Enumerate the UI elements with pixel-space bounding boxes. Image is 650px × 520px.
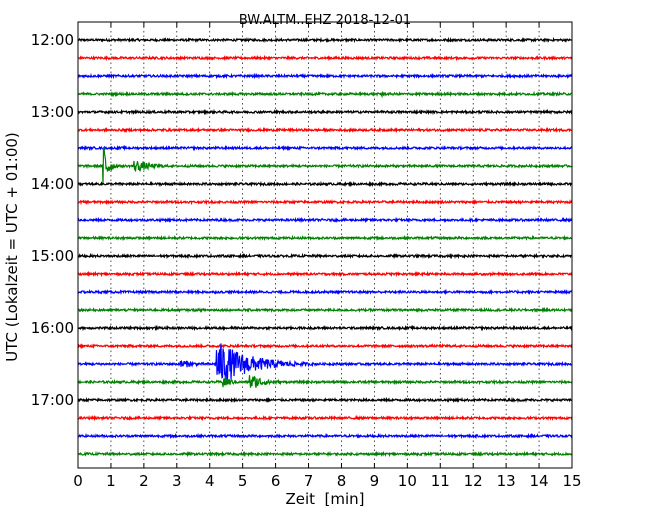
trace-line	[77, 126, 573, 134]
x-tick-label: 3	[172, 472, 182, 490]
trace-line	[77, 146, 573, 185]
trace-line	[77, 396, 573, 404]
x-tick-label: 12	[464, 472, 483, 490]
x-tick-label: 13	[497, 472, 516, 490]
trace-line	[78, 306, 573, 314]
plot-frame	[77, 21, 573, 469]
trace-line	[77, 252, 573, 260]
trace-line	[77, 72, 573, 80]
trace-group	[77, 36, 573, 458]
chart-title: BW.ALTM..EHZ 2018-12-01	[239, 13, 411, 28]
trace-line	[77, 414, 573, 422]
trace-line	[77, 288, 573, 296]
x-tick-label: 15	[562, 472, 581, 490]
y-tick-label: 12:00	[31, 31, 74, 49]
trace-line	[77, 343, 572, 381]
trace-line	[77, 54, 573, 62]
x-tick-label: 5	[238, 472, 248, 490]
x-tick-label: 10	[398, 472, 417, 490]
y-axis-ticks: 12:00 13:00 14:00 15:00 16:00 17:00	[31, 31, 572, 409]
trace-line	[78, 450, 573, 458]
x-tick-label: 9	[370, 472, 380, 490]
y-axis-label: UTC (Lokalzeit = UTC + 01:00)	[3, 132, 21, 362]
trace-line	[77, 144, 573, 152]
x-tick-label: 7	[304, 472, 314, 490]
trace-line	[77, 108, 573, 116]
x-axis-label: Zeit [min]	[285, 490, 364, 508]
x-tick-label: 4	[205, 472, 215, 490]
trace-line	[77, 36, 573, 44]
trace-line	[77, 234, 573, 242]
trace-line	[77, 342, 573, 350]
trace-line	[77, 180, 573, 188]
trace-line	[77, 198, 573, 206]
y-tick-label: 13:00	[31, 103, 74, 121]
x-tick-label: 2	[139, 472, 149, 490]
x-tick-label: 14	[530, 472, 549, 490]
trace-line	[77, 432, 573, 440]
trace-line	[77, 270, 573, 278]
y-tick-label: 16:00	[31, 319, 74, 337]
trace-line	[77, 216, 573, 224]
y-tick-label: 15:00	[31, 247, 74, 265]
trace-line	[77, 375, 573, 388]
x-tick-label: 8	[337, 472, 347, 490]
x-tick-label: 6	[271, 472, 281, 490]
x-tick-label: 1	[106, 472, 116, 490]
x-axis-ticks: 0 1 2 3 4 5 6 7 8 9 10 11 12 13 14 15	[73, 22, 582, 490]
x-tick-label: 0	[73, 472, 83, 490]
y-tick-label: 17:00	[31, 391, 74, 409]
trace-line	[77, 90, 573, 99]
x-tick-label: 11	[431, 472, 450, 490]
y-tick-label: 14:00	[31, 175, 74, 193]
trace-line	[77, 324, 573, 332]
